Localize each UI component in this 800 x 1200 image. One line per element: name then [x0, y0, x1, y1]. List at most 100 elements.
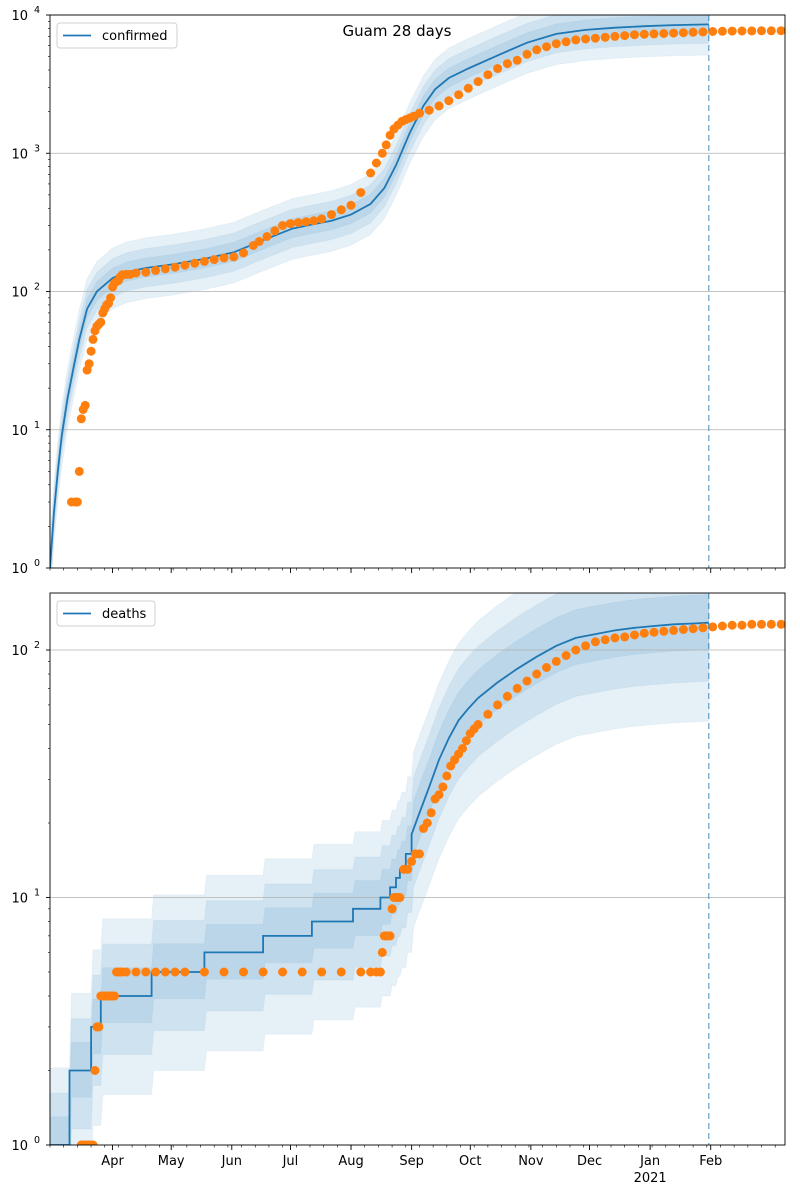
deaths-observed-points [76, 619, 785, 1145]
confirmed-observed-point [84, 359, 94, 369]
deaths-observed-point [727, 620, 737, 630]
deaths-ytick-exponent: 1 [34, 888, 40, 899]
confirmed-observed-point [766, 26, 776, 36]
deaths-observed-point [737, 620, 747, 630]
deaths-observed-point [630, 630, 639, 640]
confirmed-observed-point [209, 255, 219, 265]
deaths-observed-point [377, 947, 387, 957]
deaths-observed-point [620, 632, 630, 642]
deaths-legend-box [56, 600, 156, 627]
confirmed-observed-point [106, 293, 116, 303]
deaths-legend: deaths [56, 600, 156, 627]
deaths-observed-point [131, 967, 141, 977]
confirmed-observed-point [727, 26, 737, 36]
confirmed-observed-point [285, 219, 295, 229]
deaths-observed-point [426, 808, 436, 818]
confirmed-observed-point [309, 216, 319, 226]
confirmed-observed-point [301, 217, 311, 227]
confirmed-ytick-exponent: 0 [34, 558, 40, 569]
confirmed-x-ticks [49, 568, 776, 573]
confirmed-band-2 [50, 15, 710, 568]
confirmed-observed-point [317, 214, 327, 224]
confirmed-observed-point [72, 497, 82, 507]
confirmed-observed-point [502, 59, 512, 69]
x-month-label: May [158, 1154, 185, 1169]
deaths-observed-point [461, 736, 471, 746]
confirmed-observed-point [239, 248, 248, 258]
deaths-ytick-exponent: 2 [34, 640, 40, 651]
confirmed-observed-point [551, 39, 561, 49]
confirmed-ytick-label: 10 [11, 424, 28, 439]
deaths-observed-point [678, 625, 688, 634]
confirmed-observed-point [522, 49, 532, 59]
deaths-observed-point [94, 1022, 104, 1032]
x-month-label: Jul [282, 1154, 299, 1169]
confirmed-observed-point [542, 42, 551, 52]
deaths-observed-point [199, 967, 209, 977]
deaths-observed-point [180, 967, 190, 977]
confirmed-gridlines [50, 14, 785, 431]
deaths-model-line [50, 621, 709, 1145]
deaths-observed-point [415, 849, 424, 859]
deaths-observed-point [375, 967, 385, 977]
deaths-observed-point [483, 709, 493, 719]
deaths-observed-point [512, 683, 522, 693]
confirmed-observed-point [737, 26, 747, 36]
x-month-label: Jan [639, 1154, 660, 1169]
deaths-observed-point [434, 790, 444, 800]
confirmed-observed-point [160, 264, 170, 274]
confirmed-observed-point [254, 237, 264, 246]
x-month-label: Feb [699, 1154, 722, 1169]
confirmed-observed-point [620, 31, 630, 41]
deaths-observed-point [639, 628, 649, 638]
deaths-observed-point [387, 904, 397, 914]
confirmed-observed-point [377, 148, 387, 158]
deaths-observed-point [688, 624, 698, 634]
deaths-observed-point [407, 856, 417, 866]
deaths-observed-point [438, 782, 448, 792]
confirmed-observed-point [141, 267, 151, 277]
confirmed-panel: 10 0 10 1 10 2 10 3 10 4 confirmed [11, 5, 786, 577]
deaths-observed-point [258, 967, 268, 977]
deaths-observed-point [160, 967, 170, 977]
confirmed-observed-point [76, 414, 86, 424]
confirmed-legend: confirmed [56, 22, 178, 49]
confirmed-observed-point [424, 105, 434, 115]
deaths-ytick-exponent: 0 [34, 1135, 40, 1146]
confirmed-observed-points [67, 26, 785, 507]
deaths-observed-point [600, 635, 610, 645]
deaths-observed-point [532, 669, 542, 679]
deaths-observed-point [151, 967, 161, 977]
deaths-ytick-label: 10 [11, 892, 28, 907]
confirmed-ytick-exponent: 4 [34, 5, 40, 16]
confirmed-observed-point [532, 45, 542, 55]
confirmed-observed-point [131, 268, 141, 278]
deaths-observed-point [458, 744, 467, 753]
x-month-label: Jun [221, 1154, 242, 1169]
confirmed-observed-point [293, 218, 303, 228]
deaths-observed-point [708, 622, 718, 632]
confirmed-legend-box [56, 22, 178, 49]
x-axis-year-label: 2021 [634, 1171, 667, 1186]
confirmed-observed-point [512, 55, 522, 65]
confirmed-ytick-exponent: 2 [34, 282, 40, 293]
deaths-observed-point [581, 641, 591, 651]
confirmed-observed-point [278, 221, 288, 230]
confirmed-observed-point [366, 168, 376, 178]
confirmed-ytick-label: 10 [11, 147, 28, 162]
confirmed-observed-point [371, 158, 381, 168]
deaths-y-ticks: 10 0 10 1 10 2 [11, 640, 50, 1154]
x-month-label: Oct [459, 1154, 481, 1169]
x-month-label: Sep [399, 1154, 424, 1169]
deaths-observed-point [571, 645, 581, 655]
deaths-observed-point [502, 691, 512, 701]
confirmed-observed-point [493, 64, 503, 73]
deaths-ytick-label: 10 [11, 1139, 28, 1154]
confirmed-ytick-label: 10 [11, 286, 28, 301]
confirmed-observed-point [669, 28, 679, 38]
deaths-observed-point [473, 720, 483, 729]
deaths-observed-point [297, 967, 307, 977]
confirmed-ytick-exponent: 1 [34, 420, 40, 431]
chart-title: Guam 28 days [343, 22, 452, 40]
deaths-observed-point [542, 663, 551, 672]
